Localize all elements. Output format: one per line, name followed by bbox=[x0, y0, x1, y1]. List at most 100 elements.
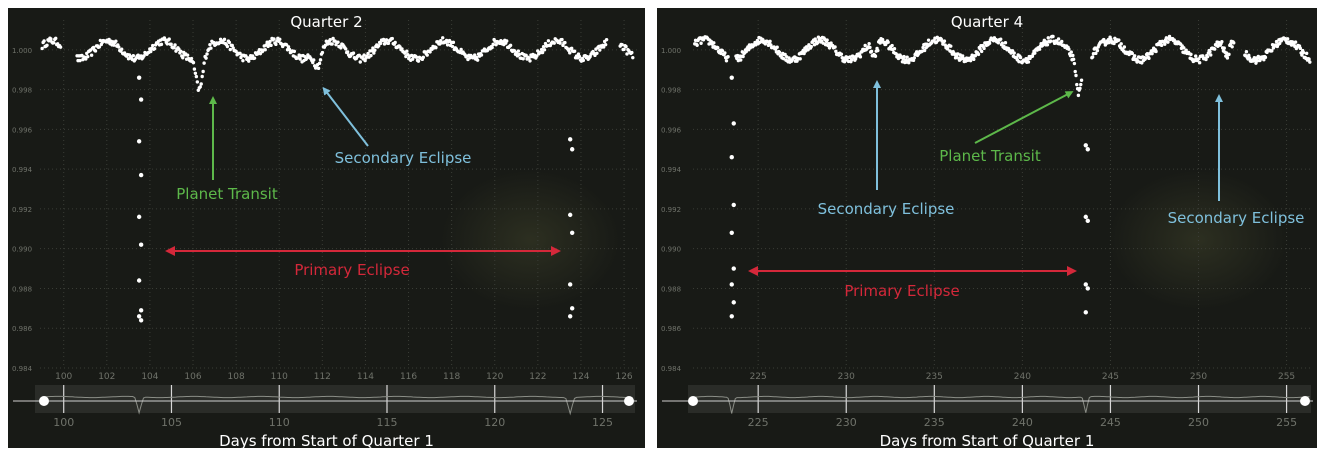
secondary-eclipse-label: Secondary Eclipse bbox=[335, 149, 472, 167]
data-point bbox=[741, 54, 745, 59]
data-point bbox=[1166, 40, 1170, 44]
data-point bbox=[624, 44, 628, 49]
data-point bbox=[595, 51, 599, 56]
data-point bbox=[581, 58, 586, 63]
data-point bbox=[78, 58, 82, 63]
data-point bbox=[263, 48, 267, 52]
data-point bbox=[45, 43, 49, 47]
scrub-handle-right[interactable] bbox=[1300, 396, 1310, 406]
data-point bbox=[922, 48, 927, 53]
scrub-light-curve bbox=[694, 395, 1310, 414]
chart-title: Quarter 2 bbox=[290, 13, 362, 31]
data-point bbox=[1071, 57, 1076, 62]
data-point bbox=[205, 52, 209, 56]
timeline-scrubber[interactable] bbox=[35, 385, 635, 413]
eclipse-point bbox=[1085, 147, 1090, 152]
data-point bbox=[336, 40, 340, 44]
data-point bbox=[193, 71, 198, 75]
eclipse-point bbox=[729, 230, 734, 235]
data-point bbox=[1060, 39, 1064, 44]
data-point bbox=[358, 60, 362, 64]
data-point bbox=[1205, 54, 1210, 59]
data-point bbox=[189, 56, 194, 61]
x-tick-label: 124 bbox=[572, 372, 589, 382]
eclipse-point bbox=[136, 278, 142, 283]
eclipse-point bbox=[567, 137, 573, 142]
y-tick-label: 1.000 bbox=[661, 47, 681, 55]
y-tick-label: 0.992 bbox=[661, 206, 681, 214]
eclipse-point bbox=[569, 230, 575, 235]
data-point bbox=[972, 57, 976, 62]
data-point bbox=[907, 61, 911, 65]
timeline-scrubber[interactable] bbox=[688, 385, 1311, 413]
data-point bbox=[1012, 51, 1016, 55]
eclipse-point bbox=[1085, 286, 1090, 291]
x-tick-label: 122 bbox=[529, 372, 546, 382]
data-point bbox=[724, 59, 729, 63]
scrub-handle-right[interactable] bbox=[624, 396, 634, 406]
data-point bbox=[1026, 60, 1031, 64]
data-point bbox=[91, 45, 96, 50]
data-point bbox=[886, 40, 890, 44]
data-point bbox=[1244, 50, 1249, 54]
data-point bbox=[479, 53, 484, 57]
data-point bbox=[201, 69, 205, 74]
x-tick-label: 104 bbox=[141, 372, 158, 382]
x-tick-label: 255 bbox=[1278, 372, 1295, 382]
eclipse-point bbox=[138, 318, 144, 323]
y-tick-label: 0.986 bbox=[12, 325, 33, 333]
data-point bbox=[318, 58, 323, 62]
eclipse-point bbox=[136, 214, 142, 220]
scrub-tick-label: 105 bbox=[161, 416, 182, 429]
data-point bbox=[167, 37, 171, 41]
data-point bbox=[445, 43, 450, 47]
eclipse-point bbox=[731, 266, 736, 271]
y-tick-label: 0.988 bbox=[661, 285, 681, 293]
scrub-tick-label: 125 bbox=[592, 416, 613, 429]
data-point bbox=[247, 59, 251, 63]
scrub-tick-label: 245 bbox=[1100, 416, 1121, 429]
data-point bbox=[631, 55, 635, 60]
data-point bbox=[892, 47, 897, 51]
y-tick-label: 0.996 bbox=[12, 126, 33, 134]
scrub-tick-label: 100 bbox=[53, 416, 74, 429]
eclipse-point bbox=[729, 75, 734, 80]
data-point bbox=[287, 47, 292, 52]
scrub-tick-label: 255 bbox=[1276, 416, 1297, 429]
data-point bbox=[539, 47, 544, 52]
primary-eclipse-label: Primary Eclipse bbox=[844, 282, 959, 300]
scrub-handle-left[interactable] bbox=[39, 396, 49, 406]
data-point bbox=[540, 50, 545, 55]
data-point bbox=[366, 51, 370, 56]
data-point bbox=[181, 56, 185, 60]
data-point bbox=[1033, 51, 1037, 55]
scrub-tick-label: 240 bbox=[1012, 416, 1033, 429]
data-point bbox=[378, 41, 383, 46]
data-point bbox=[825, 38, 829, 42]
scrub-tick-label: 225 bbox=[748, 416, 769, 429]
data-point bbox=[1046, 36, 1050, 40]
data-point bbox=[1204, 57, 1208, 62]
data-point bbox=[371, 46, 375, 50]
data-point bbox=[1056, 37, 1061, 41]
scrub-handle-left[interactable] bbox=[688, 396, 698, 406]
scrub-tick-label: 110 bbox=[269, 416, 290, 429]
data-point bbox=[351, 51, 356, 55]
chart-title: Quarter 4 bbox=[951, 13, 1023, 31]
y-tick-label: 0.988 bbox=[12, 285, 32, 293]
eclipse-point bbox=[731, 121, 736, 126]
data-point bbox=[1018, 55, 1023, 60]
data-point bbox=[225, 44, 230, 49]
quarter-4-panel: 1.000 0.998 0.996 0.994 0.992 0.990 0.988 0.986… bbox=[657, 8, 1317, 450]
scrub-tick-label: 120 bbox=[484, 416, 505, 429]
eclipse-point bbox=[138, 172, 144, 178]
data-point bbox=[209, 46, 213, 50]
data-point bbox=[693, 38, 698, 43]
data-point bbox=[339, 46, 343, 50]
x-tick-label: 245 bbox=[1102, 372, 1119, 382]
data-point bbox=[744, 49, 748, 54]
data-point bbox=[1159, 43, 1164, 48]
data-point bbox=[1189, 52, 1193, 57]
data-point bbox=[1293, 40, 1298, 44]
data-point bbox=[1263, 55, 1268, 60]
